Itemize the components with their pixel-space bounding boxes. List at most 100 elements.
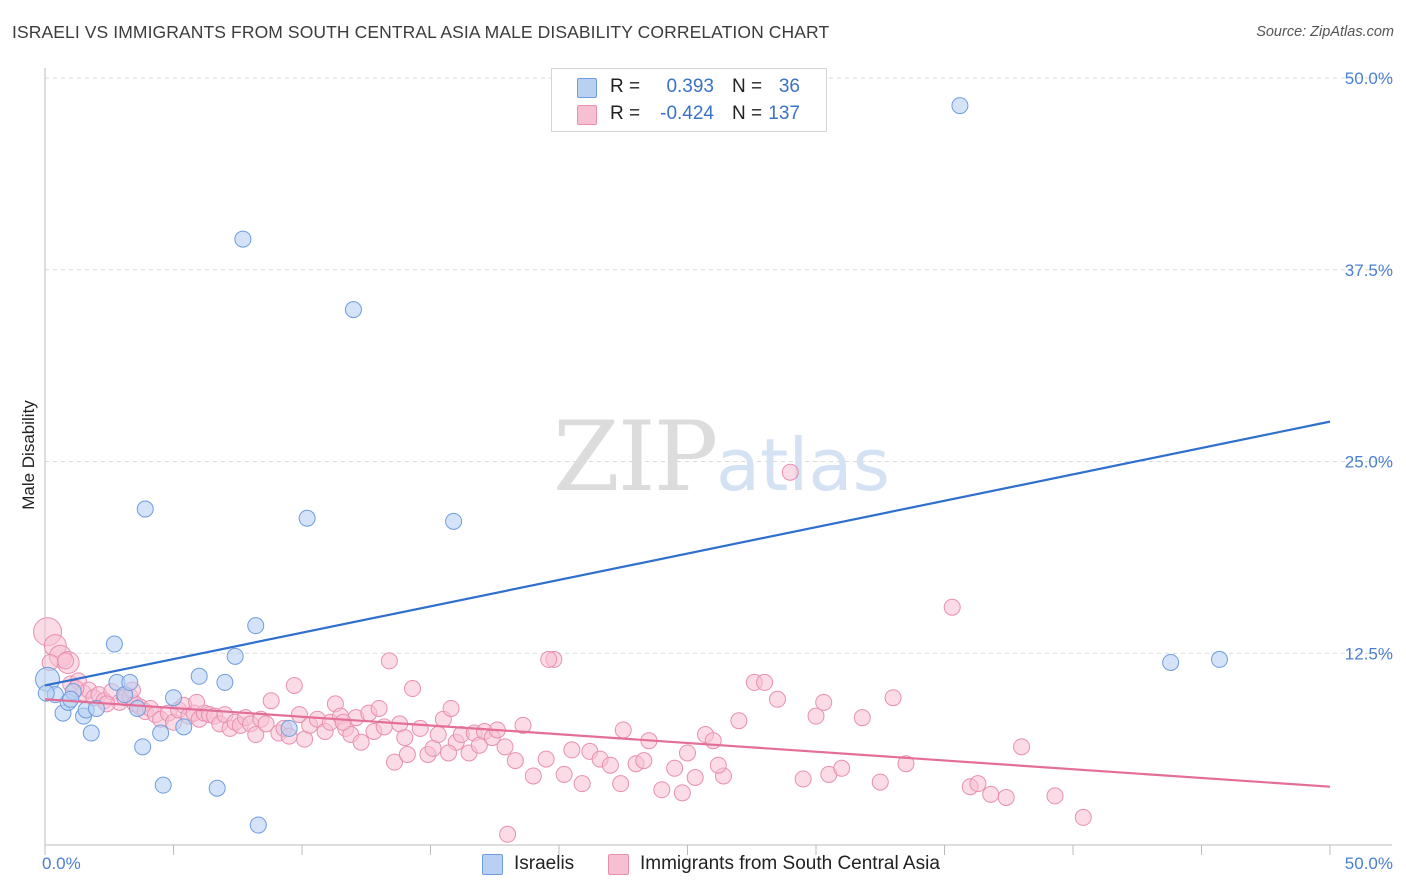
data-point-immigrants bbox=[188, 693, 206, 711]
data-point-immigrants bbox=[396, 729, 414, 747]
legend-swatch-immigrants bbox=[608, 854, 629, 875]
watermark-zip: ZIP bbox=[553, 401, 716, 513]
data-point-immigrants bbox=[442, 699, 460, 717]
data-point-immigrants bbox=[768, 690, 786, 708]
series-israelis-points bbox=[35, 97, 1228, 834]
legend-r-label: R = bbox=[610, 76, 641, 97]
data-point-israelis bbox=[1162, 653, 1180, 671]
data-point-israelis bbox=[226, 647, 244, 665]
data-point-immigrants bbox=[943, 598, 961, 616]
data-point-israelis bbox=[121, 673, 139, 691]
data-point-immigrants bbox=[997, 788, 1015, 806]
x-tick-label: 50.0% bbox=[1345, 854, 1393, 873]
data-point-immigrants bbox=[429, 726, 447, 744]
data-point-immigrants bbox=[439, 744, 457, 762]
data-point-immigrants bbox=[686, 769, 704, 787]
data-point-immigrants bbox=[524, 767, 542, 785]
data-point-immigrants bbox=[247, 726, 265, 744]
data-point-immigrants bbox=[1046, 787, 1064, 805]
data-point-immigrants bbox=[897, 755, 915, 773]
data-point-immigrants bbox=[704, 732, 722, 750]
watermark: ZIP atlas bbox=[553, 401, 890, 513]
data-point-immigrants bbox=[1074, 808, 1092, 826]
data-point-immigrants bbox=[1013, 738, 1031, 756]
y-tick-label: 25.0% bbox=[1345, 453, 1393, 472]
data-point-immigrants bbox=[709, 756, 727, 774]
data-point-immigrants bbox=[614, 721, 632, 739]
data-point-israelis bbox=[298, 509, 316, 527]
data-point-immigrants bbox=[781, 463, 799, 481]
legend-swatch-immigrants bbox=[577, 105, 597, 125]
x-tick-label: 0.0% bbox=[42, 854, 81, 873]
data-point-immigrants bbox=[853, 709, 871, 727]
data-point-immigrants bbox=[815, 693, 833, 711]
data-point-israelis bbox=[87, 699, 105, 717]
data-point-immigrants bbox=[635, 752, 653, 770]
data-point-immigrants bbox=[540, 650, 558, 668]
data-point-israelis bbox=[165, 689, 182, 707]
data-point-immigrants bbox=[262, 692, 280, 710]
data-point-immigrants bbox=[496, 738, 514, 756]
data-point-israelis bbox=[344, 301, 362, 319]
data-point-immigrants bbox=[506, 752, 524, 770]
tick-labels: 12.5% 25.0% 37.5% 50.0% 0.0% 50.0% bbox=[42, 69, 1393, 873]
y-tick-label: 37.5% bbox=[1345, 261, 1393, 280]
data-point-israelis bbox=[190, 667, 208, 685]
data-point-immigrants bbox=[730, 712, 748, 730]
watermark-atlas: atlas bbox=[716, 423, 890, 507]
data-point-israelis bbox=[247, 617, 265, 635]
axis-layer bbox=[44, 68, 1392, 855]
data-point-immigrants bbox=[334, 713, 352, 731]
y-tick-label: 12.5% bbox=[1345, 644, 1393, 663]
legend-swatch-israelis bbox=[577, 78, 597, 98]
data-point-israelis bbox=[216, 673, 234, 691]
series-immigrants-points bbox=[33, 463, 1092, 843]
data-point-israelis bbox=[175, 718, 193, 736]
data-point-immigrants bbox=[499, 825, 517, 843]
chart-title: ISRAELI VS IMMIGRANTS FROM SOUTH CENTRAL… bbox=[12, 22, 830, 42]
data-point-israelis bbox=[129, 699, 147, 717]
data-point-immigrants bbox=[352, 733, 370, 751]
series-legend: Israelis Immigrants from South Central A… bbox=[0, 852, 1406, 878]
legend-n-label: N = bbox=[732, 103, 763, 124]
data-point-immigrants bbox=[833, 759, 851, 777]
data-point-israelis bbox=[62, 690, 80, 708]
data-point-immigrants bbox=[679, 744, 696, 762]
data-point-immigrants bbox=[612, 775, 630, 793]
data-point-israelis bbox=[82, 724, 100, 742]
legend-r-value: 0.393 bbox=[666, 76, 714, 97]
data-point-immigrants bbox=[807, 707, 825, 725]
data-point-immigrants bbox=[969, 775, 987, 793]
data-point-immigrants bbox=[794, 770, 812, 788]
trend-line-immigrants bbox=[44, 698, 1331, 788]
legend-label-immigrants: Immigrants from South Central Asia bbox=[640, 853, 940, 874]
legend-row-israelis: R = 0.393 N = 36 bbox=[552, 74, 826, 100]
data-point-israelis bbox=[136, 500, 154, 518]
grid-layer bbox=[45, 77, 1392, 654]
correlation-legend: R = 0.393 N = 36 R = -0.424 N = 137 bbox=[551, 68, 827, 132]
data-point-immigrants bbox=[285, 676, 303, 694]
data-point-immigrants bbox=[537, 750, 555, 768]
data-point-immigrants bbox=[666, 759, 684, 777]
data-point-israelis bbox=[208, 779, 226, 797]
legend-n-value: 137 bbox=[768, 103, 800, 124]
data-point-israelis bbox=[445, 512, 463, 530]
data-point-immigrants bbox=[673, 784, 691, 802]
data-point-immigrants bbox=[653, 781, 671, 799]
data-point-immigrants bbox=[380, 652, 398, 670]
trend-line-israelis bbox=[44, 420, 1331, 687]
data-point-immigrants bbox=[884, 689, 902, 707]
data-point-immigrants bbox=[370, 699, 388, 717]
trend-lines bbox=[44, 420, 1331, 788]
data-point-israelis bbox=[152, 724, 170, 742]
data-point-immigrants bbox=[756, 673, 774, 691]
legend-label-israelis: Israelis bbox=[514, 853, 575, 874]
legend-n-value: 36 bbox=[778, 76, 800, 97]
source-credit: Source: ZipAtlas.com bbox=[1256, 24, 1394, 40]
y-axis-label: Male Disability bbox=[19, 400, 38, 510]
data-point-immigrants bbox=[871, 773, 889, 791]
data-point-israelis bbox=[951, 97, 969, 115]
data-point-israelis bbox=[134, 738, 152, 756]
legend-r-label: R = bbox=[610, 103, 641, 124]
legend-swatch-israelis bbox=[482, 854, 503, 875]
